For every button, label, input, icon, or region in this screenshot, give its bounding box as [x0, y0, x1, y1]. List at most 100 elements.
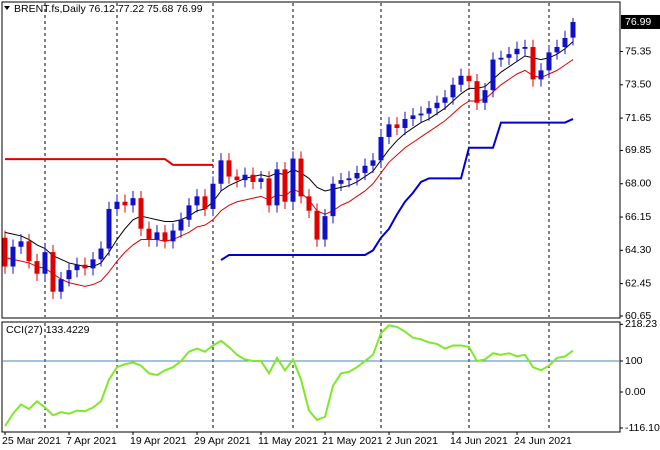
indicator-line: [220, 118, 574, 261]
menu-icon[interactable]: [4, 6, 10, 10]
y-tick-label: 218.23: [625, 318, 657, 330]
candle-body: [50, 252, 56, 292]
candle-body: [226, 160, 232, 177]
candle-body: [34, 261, 40, 274]
indicator-line: [5, 158, 213, 166]
cci-name: CCI(27): [6, 324, 43, 336]
candle-body: [170, 230, 176, 242]
y-tick-label: 100: [625, 355, 643, 367]
candle-body: [378, 136, 384, 161]
candle-body: [506, 54, 512, 58]
candle-body: [570, 21, 576, 38]
candle-body: [58, 279, 64, 292]
candle-body: [74, 264, 80, 271]
candle-body: [250, 174, 256, 182]
candle-body: [298, 158, 304, 197]
candle-body: [210, 183, 216, 209]
candle-body: [258, 178, 264, 182]
open: 76.12: [89, 3, 115, 15]
price-panel: [1, 1, 621, 319]
y-tick-label: 69.85: [625, 144, 651, 156]
candle-body: [106, 208, 112, 249]
candle-body: [202, 196, 208, 209]
close: 76.99: [176, 3, 202, 15]
x-tick-label: 25 Mar 2021: [2, 435, 61, 447]
y-tick-label: 64.30: [625, 244, 651, 256]
candle-body: [26, 241, 32, 262]
candle-body: [234, 176, 240, 181]
candle-body: [66, 270, 72, 280]
candle-body: [42, 252, 48, 274]
y-tick-label: 75.35: [625, 45, 651, 57]
candle-body: [498, 57, 504, 60]
candle-body: [154, 232, 160, 240]
y-tick-label: 68.00: [625, 178, 651, 190]
candle-body: [514, 48, 520, 55]
indicator-line: [4, 59, 574, 287]
y-tick-label: 71.65: [625, 112, 651, 124]
candle-body: [538, 70, 544, 80]
candle-body: [98, 248, 104, 260]
high: 77.22: [118, 3, 144, 15]
candle-body: [18, 241, 24, 247]
x-tick-label: 19 Apr 2021: [130, 435, 187, 447]
candle-body: [242, 174, 248, 181]
grid: [3, 3, 619, 431]
candle-body: [426, 108, 432, 114]
candle-body: [146, 228, 152, 240]
y-tick-label: 0.00: [625, 386, 646, 398]
price-badge-label: 76.99: [625, 16, 651, 28]
y-tick-label: 62.45: [625, 277, 651, 289]
plot: [2, 17, 576, 427]
x-tick-label: 24 Jun 2021: [514, 435, 572, 447]
candle-body: [546, 52, 552, 71]
cci-header: CCI(27) 133.4229: [6, 324, 90, 336]
y-tick-label: -116.102: [625, 422, 660, 434]
candle-body: [122, 201, 128, 206]
candle-body: [274, 169, 280, 206]
candle-body: [522, 46, 528, 49]
y-tick-label: 66.15: [625, 211, 651, 223]
candle-body: [282, 169, 288, 202]
candle-body: [458, 75, 464, 85]
low: 75.68: [147, 3, 173, 15]
y-tick-label: 60.65: [625, 310, 651, 322]
candle-body: [322, 216, 328, 240]
x-tick-label: 11 May 2021: [258, 435, 318, 447]
cci-panel: [1, 321, 621, 433]
y-tick-label: 73.50: [625, 79, 651, 91]
symbol: BRENT.fs,Daily: [14, 3, 87, 15]
indicator-line: [4, 41, 574, 268]
candle-body: [2, 237, 8, 267]
candle-body: [394, 124, 400, 128]
candle-body: [306, 196, 312, 211]
x-tick-label: 14 Jun 2021: [450, 435, 508, 447]
candle-body: [138, 198, 144, 229]
candle-body: [338, 180, 344, 184]
candle-body: [554, 46, 560, 53]
candle-body: [450, 84, 456, 98]
candle-body: [490, 59, 496, 91]
candle-body: [418, 113, 424, 116]
candle-body: [290, 158, 296, 202]
candle-body: [402, 118, 408, 128]
candle-body: [178, 219, 184, 231]
candle-body: [354, 172, 360, 179]
candle-body: [434, 102, 440, 109]
candle-body: [362, 165, 368, 173]
candle-body: [114, 201, 120, 209]
cci-line: [4, 324, 574, 427]
candle-body: [410, 115, 416, 119]
candle-body: [370, 160, 376, 166]
candle-body: [10, 246, 16, 267]
candle-body: [330, 183, 336, 217]
price-badge: [621, 14, 660, 29]
cci-value: 133.4229: [46, 324, 90, 336]
candle-body: [314, 210, 320, 240]
candle-body: [346, 178, 352, 181]
candle-body: [266, 178, 272, 206]
x-tick-label: 7 Apr 2021: [66, 435, 117, 447]
candle-body: [90, 259, 96, 269]
chart-header: BRENT.fs,Daily 76.12 77.22 75.68 76.99: [14, 3, 203, 15]
